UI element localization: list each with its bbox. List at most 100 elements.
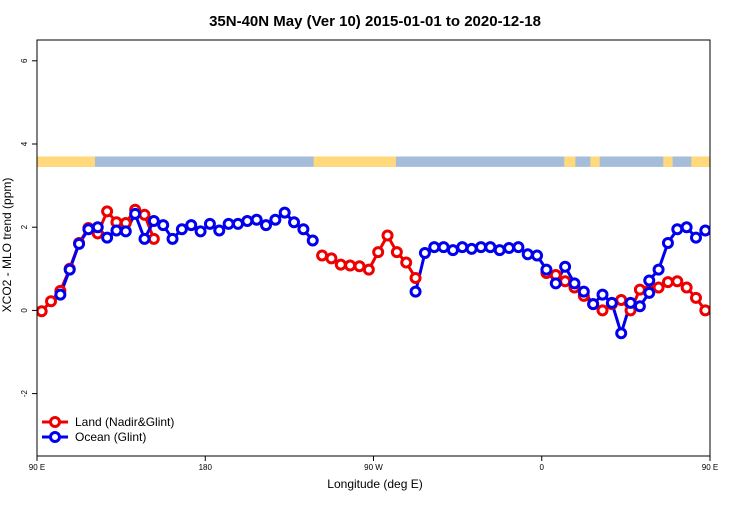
- ocean-data-point: [512, 241, 525, 254]
- land-data-point: [671, 275, 684, 288]
- land-region: [313, 156, 396, 167]
- ocean-data-point: [138, 232, 151, 245]
- chart-title: 35N-40N May (Ver 10) 2015-01-01 to 2020-…: [209, 13, 541, 30]
- land-data-point: [409, 271, 422, 284]
- ocean-data-point: [147, 214, 160, 227]
- ocean-data-point: [428, 241, 441, 254]
- ocean-data-point: [231, 217, 244, 230]
- ocean-data-point: [306, 234, 319, 247]
- ocean-data-point: [671, 223, 684, 236]
- ocean-data-point: [531, 249, 544, 262]
- ocean-data-point: [503, 242, 516, 254]
- ocean-data-point: [559, 260, 572, 273]
- land-mask-band: [37, 156, 710, 167]
- y-axis-label: XCO2 - MLO trend (ppm): [0, 178, 14, 313]
- ocean-data-point: [437, 241, 450, 254]
- ocean-data-point: [63, 263, 76, 276]
- land-region: [564, 156, 576, 167]
- ocean-data-point: [738, 216, 747, 225]
- ocean-data-point: [446, 244, 459, 257]
- ocean-data-point: [549, 277, 562, 290]
- land-data-point: [661, 276, 674, 289]
- ocean-data-point: [465, 242, 478, 255]
- y-tick-label: -2: [20, 389, 29, 397]
- plot-frame: [36, 39, 711, 457]
- ocean-data-point: [269, 213, 282, 226]
- land-data-point: [699, 304, 710, 317]
- legend-land-label: Land (Nadir&Glint): [75, 415, 174, 429]
- ocean-data-point: [521, 248, 534, 261]
- ocean-data-point: [568, 277, 581, 290]
- ocean-data-point: [605, 296, 618, 309]
- land-data-point: [738, 287, 747, 296]
- land-data-point: [334, 258, 347, 271]
- ocean-data-point: [288, 216, 301, 229]
- ocean-data-point: [708, 227, 710, 236]
- ocean-data-point: [493, 244, 506, 257]
- ocean-data-point: [260, 219, 273, 232]
- x-tick-label: 90 W: [364, 463, 383, 472]
- axes: 90 E 180 90 W 0 90 E -2 0 2 4 6: [20, 58, 718, 472]
- ocean-data-point: [729, 234, 738, 243]
- land-data-point: [316, 249, 329, 262]
- ocean-data-point: [213, 224, 226, 237]
- land-data-point: [596, 304, 609, 317]
- ocean-data-point: [540, 263, 553, 276]
- land-data-point: [353, 260, 366, 273]
- land-data-point: [708, 306, 710, 315]
- land-region: [691, 156, 710, 167]
- x-axis-label: Longitude (deg E): [327, 477, 422, 491]
- ocean-data-point: [484, 241, 497, 254]
- ocean-data-point: [73, 237, 86, 250]
- land-data-point: [729, 297, 738, 306]
- ocean-data-point: [278, 206, 291, 219]
- ocean-data-point: [203, 217, 216, 230]
- legend: Land (Nadir&Glint) Ocean (Glint): [42, 415, 174, 444]
- ocean-data-point: [119, 225, 132, 238]
- y-tick-label: 6: [20, 58, 29, 63]
- land-data-point: [362, 263, 375, 276]
- land-data-point: [325, 252, 338, 265]
- land-data-point: [138, 208, 151, 221]
- land-data-point: [680, 281, 693, 294]
- ocean-data-point: [456, 241, 469, 254]
- land-region: [663, 156, 673, 167]
- ocean-data-point: [409, 285, 422, 298]
- ocean-data-point: [54, 288, 67, 301]
- ocean-data-point: [166, 232, 179, 245]
- ocean-data-point: [297, 223, 310, 236]
- ocean-data-point: [587, 298, 600, 311]
- ocean-data-point: [110, 224, 123, 237]
- land-data-point: [400, 256, 413, 269]
- ocean-data-point: [241, 214, 254, 227]
- ocean-data-point: [82, 223, 95, 236]
- land-data-point: [559, 275, 572, 288]
- land-data-point: [37, 305, 48, 318]
- ocean-data-point: [129, 207, 142, 220]
- ocean-data-point: [652, 263, 665, 276]
- land-data-point: [372, 246, 385, 259]
- y-tick-label: 4: [20, 141, 29, 146]
- land-region: [37, 156, 95, 167]
- ocean-data-point: [250, 213, 263, 226]
- ocean-series-line: [414, 245, 651, 335]
- ocean-data-point: [157, 219, 170, 232]
- ocean-data-point: [680, 221, 693, 234]
- ocean-data-point: [577, 285, 590, 298]
- land-data-point: [633, 283, 646, 296]
- ocean-data-point: [101, 231, 114, 244]
- ocean-data-point: [175, 223, 188, 236]
- ocean-data-point: [689, 231, 702, 244]
- land-region: [590, 156, 600, 167]
- ocean-data-point: [699, 224, 710, 237]
- land-data-point: [381, 229, 394, 242]
- land-data-point: [101, 205, 114, 218]
- ocean-data-point: [643, 274, 656, 287]
- y-tick-label: 0: [20, 308, 29, 313]
- land-data-point: [615, 294, 628, 306]
- ocean-data-point: [474, 241, 487, 254]
- ocean-data-point: [615, 327, 628, 340]
- land-data-point: [720, 307, 729, 316]
